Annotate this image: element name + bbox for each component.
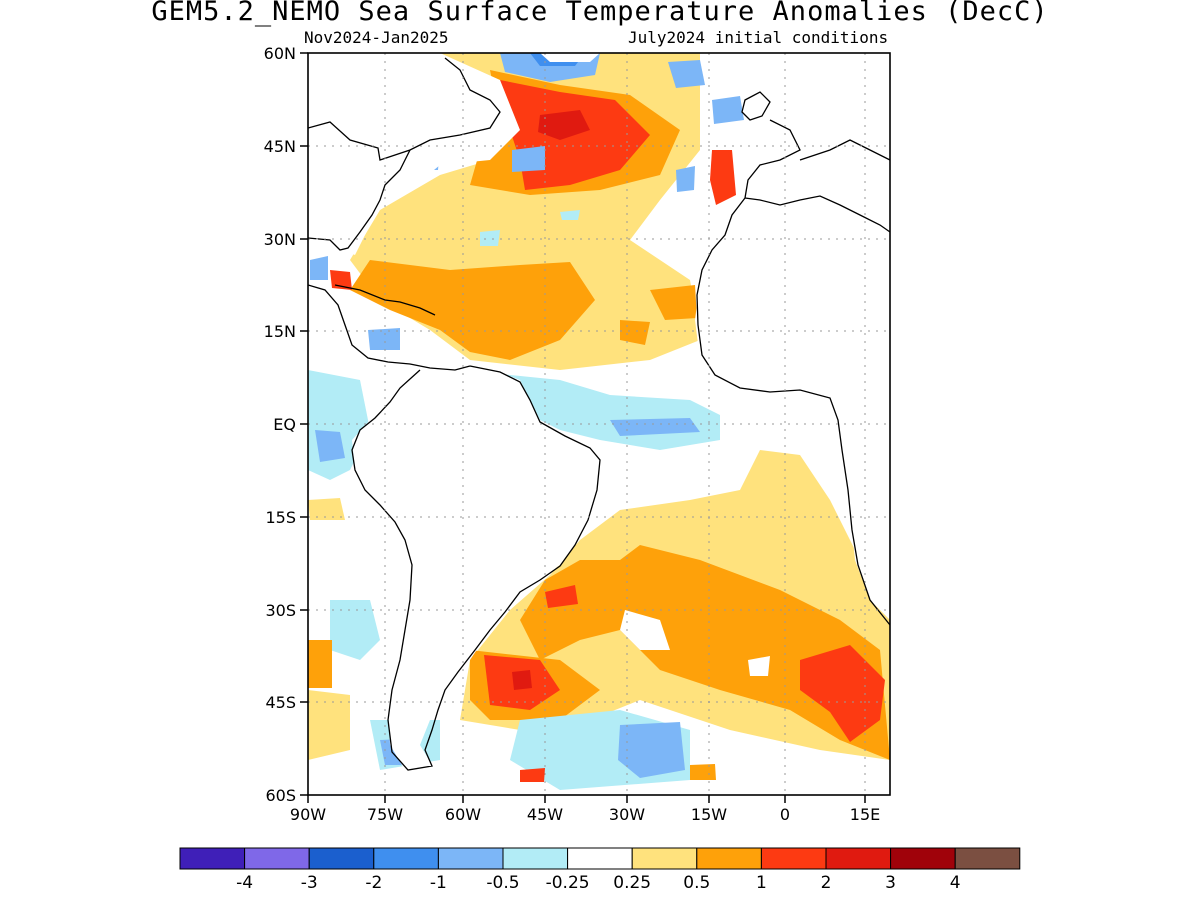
anomaly-region: [520, 768, 545, 782]
forecast-period: Nov2024-Jan2025: [304, 28, 449, 47]
anomaly-region: [676, 166, 695, 192]
lat-label: 60N: [264, 44, 296, 63]
anomaly-region: [310, 256, 328, 280]
legend-swatch: [890, 847, 956, 870]
anomaly-region: [315, 430, 345, 462]
legend-label: 0.25: [613, 873, 651, 893]
anomaly-field: [308, 53, 890, 795]
lat-label: 60S: [265, 786, 296, 805]
anomaly-region: [308, 640, 332, 688]
anomaly-region: [350, 260, 595, 360]
anomaly-region: [710, 150, 736, 205]
land-africa: [695, 200, 890, 620]
land-central-america: [308, 285, 420, 375]
anomaly-region: [690, 764, 716, 780]
anomaly-region: [748, 656, 770, 676]
legend-label: -1: [430, 873, 447, 893]
land-north-america: [308, 53, 520, 255]
anomaly-region: [560, 210, 580, 220]
lon-label: 15W: [691, 805, 727, 824]
legend-label: -0.5: [486, 873, 519, 893]
lat-label: EQ: [273, 415, 296, 434]
legend-label: 2: [821, 873, 832, 893]
anomaly-region: [330, 270, 352, 290]
anomaly-region: [610, 418, 700, 436]
color-legend: [179, 847, 1021, 870]
anomaly-region: [620, 610, 670, 650]
lat-label: 30S: [265, 601, 296, 620]
land-europe: [735, 53, 890, 230]
lat-label: 45N: [264, 137, 296, 156]
lon-label: 15E: [850, 805, 880, 824]
lat-label: 15N: [264, 322, 296, 341]
longitude-labels: 90W 75W 60W 45W 30W 15W 0 15E: [290, 805, 880, 824]
anomaly-region: [538, 110, 590, 140]
legend-swatch: [179, 847, 246, 870]
map-title: GEM5.2_NEMO Sea Surface Temperature Anom…: [151, 0, 1049, 27]
lon-label: 75W: [367, 805, 403, 824]
lat-label: 30N: [264, 230, 296, 249]
graticule: [308, 53, 890, 795]
lon-label: 30W: [609, 805, 645, 824]
initial-conditions: July2024 initial conditions: [628, 28, 889, 47]
lon-label: 45W: [527, 805, 563, 824]
legend-swatch: [760, 847, 827, 870]
legend-label: 1: [756, 873, 767, 893]
anomaly-region: [780, 485, 815, 530]
anomaly-region: [308, 690, 350, 760]
legend-label: -0.25: [546, 873, 590, 893]
legend-label: -2: [365, 873, 382, 893]
legend-swatch: [437, 847, 504, 870]
legend-swatch: [954, 847, 1021, 870]
legend-swatch: [244, 847, 310, 870]
anomaly-region: [650, 285, 697, 320]
lon-label: 90W: [290, 805, 326, 824]
anomaly-region: [668, 60, 705, 88]
legend-swatch: [825, 847, 892, 870]
latitude-labels: 60N 45N 30N 15N EQ 15S 30S 45S 60S: [264, 44, 296, 805]
anomaly-region: [545, 585, 578, 608]
legend-label: -4: [236, 873, 253, 893]
lat-label: 45S: [265, 693, 296, 712]
anomaly-region: [712, 96, 744, 124]
anomaly-region: [520, 545, 890, 760]
legend-labels: -4 -3 -2 -1 -0.5 -0.25 0.25 0.5 1 2 3 4: [236, 873, 960, 893]
legend-label: 0.5: [683, 873, 710, 893]
anomaly-region: [480, 230, 500, 246]
legend-label: 4: [950, 873, 961, 893]
lon-label: 60W: [445, 805, 481, 824]
legend-label: -3: [301, 873, 318, 893]
axis-ticks: [300, 52, 866, 803]
legend-swatch: [567, 847, 633, 870]
legend-swatch: [373, 847, 439, 870]
coastlines: [308, 57, 890, 771]
legend-swatch: [631, 847, 698, 870]
anomaly-region: [512, 670, 532, 690]
anomaly-region: [330, 600, 380, 660]
lon-label: 0: [780, 805, 790, 824]
anomaly-region: [512, 146, 545, 172]
land-greenland-corner: [540, 53, 600, 62]
anomaly-region: [618, 722, 685, 778]
legend-swatch: [696, 847, 762, 870]
land-south-america: [352, 365, 600, 770]
anomaly-region: [800, 645, 885, 742]
legend-label: 3: [885, 873, 896, 893]
lat-label: 15S: [265, 508, 296, 527]
legend-swatch: [308, 847, 375, 870]
anomaly-region: [368, 328, 400, 350]
legend-swatch: [502, 847, 569, 870]
anomaly-region: [308, 498, 345, 520]
